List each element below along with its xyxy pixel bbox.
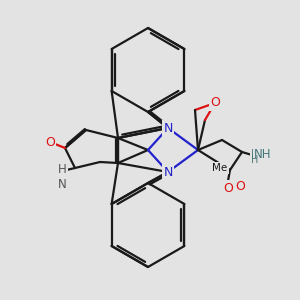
Text: O: O [210,97,220,110]
Text: NH: NH [254,148,272,161]
Text: N: N [163,122,173,134]
Text: Me: Me [212,163,228,173]
Text: H: H [251,155,259,165]
Text: N: N [163,166,173,178]
Text: H
N: H N [58,163,66,191]
Text: O: O [45,136,55,148]
Text: NH: NH [251,148,269,161]
Text: O: O [223,182,233,194]
Text: O: O [235,181,245,194]
